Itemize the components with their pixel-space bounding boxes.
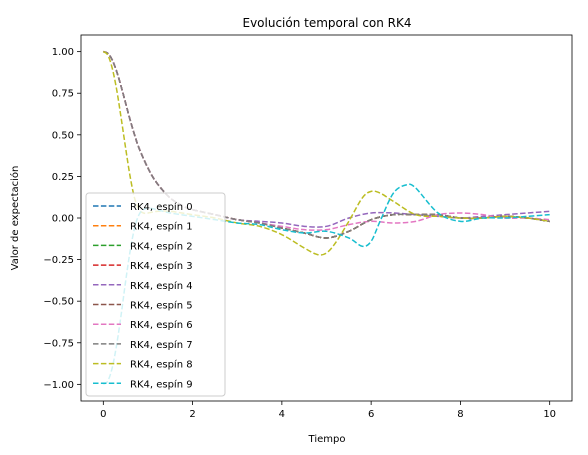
series-layer [102, 50, 550, 386]
y-tick-label: 1.00 [52, 47, 74, 58]
y-tick-label: 0.50 [52, 130, 74, 141]
legend-label-8: RK4, espín 8 [130, 359, 193, 371]
y-tick-label: −0.50 [43, 297, 74, 308]
y-tick-label: 0.75 [52, 89, 74, 100]
x-tick-label: 6 [368, 409, 374, 420]
legend-box [85, 192, 226, 397]
x-tick-label: 8 [457, 409, 463, 420]
y-tick-label: 0.25 [52, 172, 74, 183]
legend: RK4, espín 0 RK4, espín 1 RK4, espín 2 RK4,… [85, 192, 226, 397]
y-tick-label: 0.00 [52, 214, 74, 225]
x-axis-label: Tiempo [308, 434, 346, 445]
x-tick-label: 4 [279, 409, 285, 420]
x-tick-label: 2 [189, 409, 195, 420]
y-tick-label: −1.00 [43, 380, 74, 391]
legend-label-7: RK4, espín 7 [130, 339, 193, 351]
legend-label-0: RK4, espín 0 [130, 201, 193, 213]
y-axis-label: Valor de expectación [9, 166, 21, 271]
legend-label-6: RK4, espín 6 [130, 319, 193, 331]
y-axis: −1.00 −0.75 −0.50 −0.25 0.00 0.25 0.50 0.75 1.00 [43, 47, 81, 391]
legend-label-3: RK4, espín 3 [130, 260, 193, 272]
x-tick-label: 0 [100, 409, 106, 420]
x-axis: 0 2 4 6 8 10 [100, 401, 556, 420]
legend-label-1: RK4, espín 1 [130, 221, 193, 233]
legend-label-2: RK4, espín 2 [130, 240, 193, 252]
y-tick-label: −0.75 [43, 338, 74, 349]
legend-label-5: RK4, espín 5 [130, 300, 193, 312]
legend-label-9: RK4, espín 9 [130, 378, 193, 390]
x-tick-label: 10 [543, 409, 556, 420]
legend-label-4: RK4, espín 4 [130, 280, 193, 292]
series-line-8 [102, 50, 550, 256]
chart-title: Evolución temporal con RK4 [242, 16, 411, 30]
y-tick-label: −0.25 [43, 255, 74, 266]
